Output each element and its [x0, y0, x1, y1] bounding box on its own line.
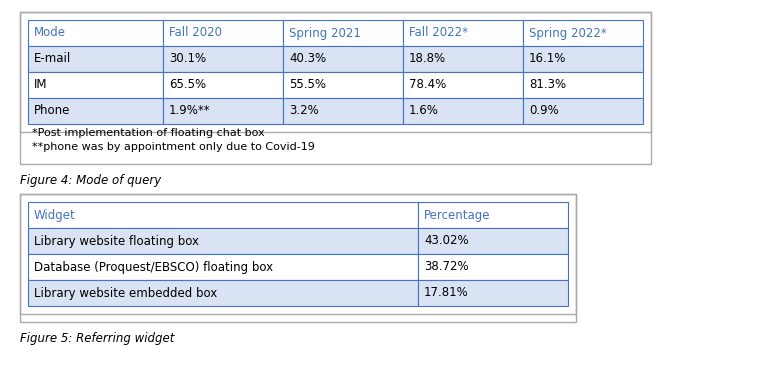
Text: E-mail: E-mail [34, 52, 71, 66]
Bar [283, 72, 403, 98]
Bar [523, 20, 643, 46]
Bar [283, 98, 403, 124]
Bar [523, 46, 643, 72]
Bar [20, 194, 576, 314]
Text: 16.1%: 16.1% [529, 52, 566, 66]
Bar [403, 46, 523, 72]
Text: Library website embedded box: Library website embedded box [34, 286, 218, 300]
Text: 38.72%: 38.72% [424, 261, 469, 274]
Text: 3.2%: 3.2% [289, 105, 319, 117]
Bar [163, 20, 283, 46]
Bar [20, 194, 576, 322]
Text: IM: IM [34, 78, 47, 91]
Text: *Post implementation of floating chat box: *Post implementation of floating chat bo… [32, 128, 265, 138]
Bar [403, 98, 523, 124]
Bar [418, 280, 568, 306]
Text: Fall 2022*: Fall 2022* [409, 27, 468, 39]
Text: Database (Proquest/EBSCO) floating box: Database (Proquest/EBSCO) floating box [34, 261, 274, 274]
Bar [28, 228, 418, 254]
Bar [403, 72, 523, 98]
Bar [28, 254, 418, 280]
Bar [418, 254, 568, 280]
Bar [28, 202, 418, 228]
Bar [28, 280, 418, 306]
Text: 1.9%**: 1.9%** [169, 105, 211, 117]
Text: Mode: Mode [34, 27, 66, 39]
Bar [163, 46, 283, 72]
Text: Widget: Widget [34, 208, 75, 222]
Bar [28, 46, 163, 72]
Bar [28, 98, 163, 124]
Bar [163, 72, 283, 98]
Text: Phone: Phone [34, 105, 71, 117]
Bar [20, 12, 651, 132]
Bar [20, 12, 651, 164]
Text: 18.8%: 18.8% [409, 52, 446, 66]
Text: Percentage: Percentage [424, 208, 490, 222]
Bar [283, 46, 403, 72]
Text: Figure 5: Referring widget: Figure 5: Referring widget [20, 332, 174, 345]
Text: 78.4%: 78.4% [409, 78, 446, 91]
Text: Fall 2020: Fall 2020 [169, 27, 222, 39]
Text: 65.5%: 65.5% [169, 78, 206, 91]
Text: Spring 2021: Spring 2021 [289, 27, 361, 39]
Text: 43.02%: 43.02% [424, 235, 469, 247]
Text: 1.6%: 1.6% [409, 105, 439, 117]
Text: 0.9%: 0.9% [529, 105, 559, 117]
Text: Figure 4: Mode of query: Figure 4: Mode of query [20, 174, 162, 187]
Bar [283, 20, 403, 46]
Bar [418, 202, 568, 228]
Bar [28, 72, 163, 98]
Text: 40.3%: 40.3% [289, 52, 326, 66]
Bar [418, 228, 568, 254]
Text: 30.1%: 30.1% [169, 52, 206, 66]
Text: 81.3%: 81.3% [529, 78, 566, 91]
Bar [163, 98, 283, 124]
Text: **phone was by appointment only due to Covid-19: **phone was by appointment only due to C… [32, 142, 315, 152]
Text: 55.5%: 55.5% [289, 78, 326, 91]
Bar [28, 20, 163, 46]
Text: 17.81%: 17.81% [424, 286, 469, 300]
Bar [523, 72, 643, 98]
Text: Library website floating box: Library website floating box [34, 235, 199, 247]
Bar [523, 98, 643, 124]
Bar [403, 20, 523, 46]
Text: Spring 2022*: Spring 2022* [529, 27, 607, 39]
